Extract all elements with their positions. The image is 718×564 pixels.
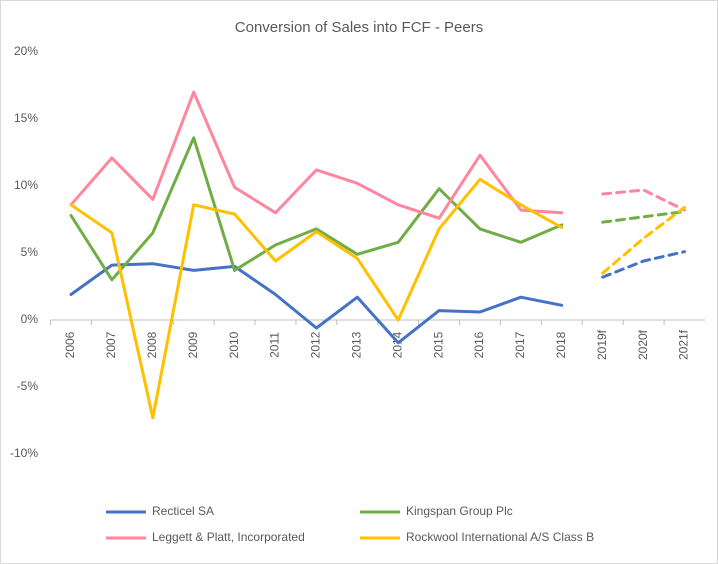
x-tick-label: 2017 [513,331,527,358]
forecast-line [601,205,686,275]
x-tick-label: 2020f [636,329,650,360]
x-tick-label: 2015 [431,331,445,358]
x-tick-label: 2011 [268,332,282,358]
legend-label: Recticel SA [152,504,214,518]
chart-title: Conversion of Sales into FCF - Peers [235,19,483,36]
x-tick-label: 2019f [595,329,609,360]
y-tick-label: 5% [21,245,39,259]
y-tick-label: -5% [17,379,39,393]
forecast-line [601,250,686,279]
x-tick-label: 2010 [227,331,241,358]
x-tick-label: 2009 [186,331,200,358]
forecast-line [601,188,686,212]
y-tick-label: 10% [14,178,38,192]
y-tick-label: -10% [10,446,38,460]
y-tick-label: 20% [14,44,38,58]
x-tick-label: 2018 [554,331,568,358]
x-tick-label: 2016 [472,331,486,358]
y-tick-label: 15% [14,111,38,125]
x-tick-label: 2007 [104,331,118,358]
x-tick-label: 2008 [145,331,159,358]
x-tick-label: 2013 [349,331,363,358]
legend-label: Kingspan Group Plc [406,504,513,518]
legend-label: Leggett & Platt, Incorporated [152,530,305,544]
x-tick-label: 2021f [677,329,691,360]
line [69,90,564,220]
x-tick-label: 2012 [309,331,323,358]
legend-label: Rockwool International A/S Class B [406,530,594,544]
line [69,177,564,420]
line [69,262,564,345]
x-tick-label: 2006 [63,331,77,358]
y-tick-label: 0% [21,312,39,326]
line [69,136,564,282]
forecast-line [601,210,686,224]
